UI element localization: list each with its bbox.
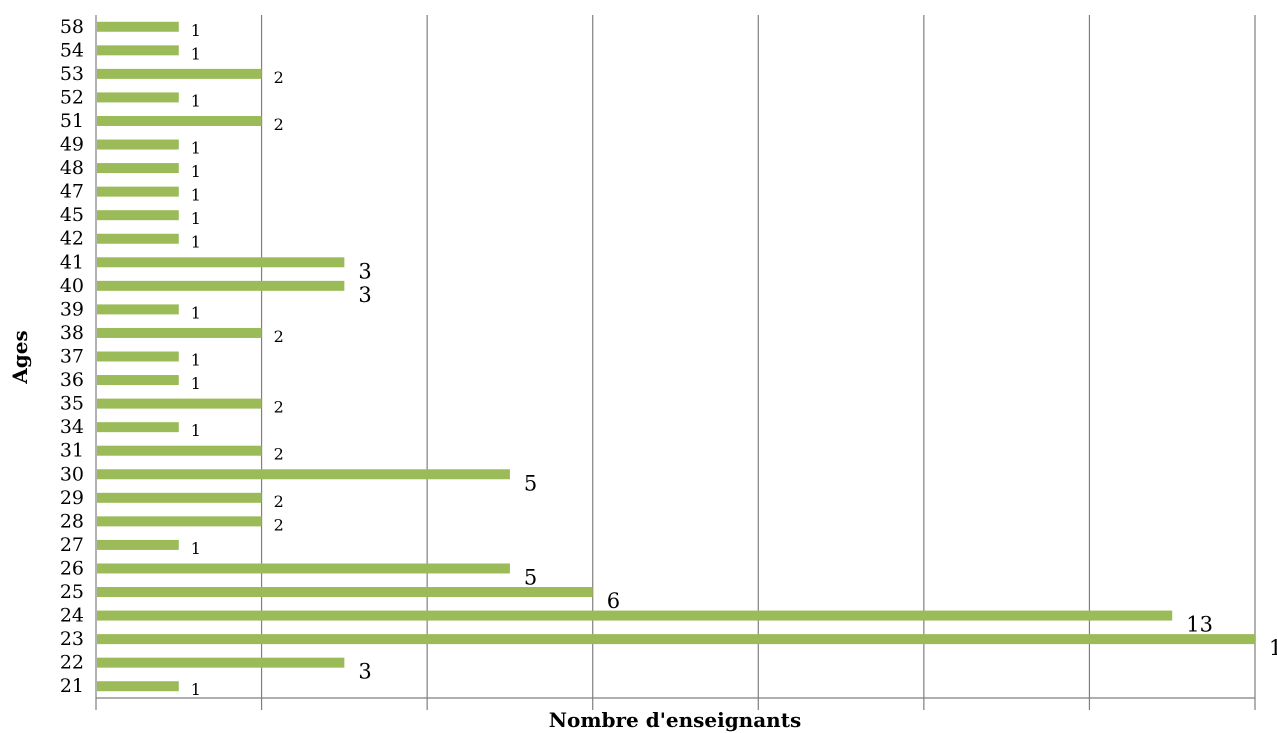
- y-tick-label-47: 47: [60, 181, 84, 203]
- bar-age-21: [97, 681, 179, 692]
- bar-age-51: [97, 115, 262, 126]
- data-label-age-24: 13: [1186, 613, 1213, 637]
- data-label-age-35: 2: [274, 398, 284, 417]
- data-label-age-25: 6: [607, 589, 620, 613]
- data-label-age-31: 2: [274, 445, 284, 464]
- data-label-age-48: 1: [191, 162, 201, 181]
- y-tick-label-51: 51: [60, 110, 84, 132]
- bar-age-53: [97, 68, 262, 79]
- y-tick-label-34: 34: [60, 416, 84, 438]
- bar-age-27: [97, 539, 179, 550]
- y-tick-label-30: 30: [60, 463, 84, 485]
- y-tick-label-42: 42: [60, 228, 84, 250]
- data-label-age-29: 2: [274, 492, 284, 511]
- bar-age-26: [97, 563, 510, 574]
- y-tick-label-52: 52: [60, 86, 84, 108]
- data-label-age-42: 1: [191, 233, 201, 252]
- y-tick-label-48: 48: [60, 157, 84, 179]
- bar-age-37: [97, 351, 179, 362]
- bar-age-23: [97, 634, 1255, 645]
- y-tick-label-21: 21: [60, 675, 84, 697]
- y-tick-label-35: 35: [60, 393, 84, 415]
- gridlines: [95, 15, 1256, 710]
- data-label-age-47: 1: [191, 186, 201, 205]
- y-tick-label-53: 53: [60, 63, 84, 85]
- data-label-age-28: 2: [274, 515, 284, 534]
- y-tick-label-23: 23: [60, 628, 84, 650]
- data-label-age-21: 1: [191, 680, 201, 699]
- y-tick-label-25: 25: [60, 581, 84, 603]
- bar-age-35: [97, 398, 262, 409]
- data-label-age-51: 2: [274, 115, 284, 134]
- data-label-age-52: 1: [191, 91, 201, 110]
- data-label-age-41: 3: [358, 259, 371, 283]
- y-tick-label-58: 58: [60, 16, 84, 38]
- y-tick-label-45: 45: [60, 204, 84, 226]
- bar-age-24: [97, 610, 1173, 621]
- bar-age-34: [97, 422, 179, 433]
- y-tick-label-40: 40: [60, 275, 84, 297]
- bar-age-42: [97, 233, 179, 244]
- bar-age-54: [97, 45, 179, 56]
- x-axis-title: Nombre d'enseignants: [549, 708, 801, 732]
- bar-age-30: [97, 469, 510, 480]
- data-labels: 1314136512252121121331111121211: [191, 21, 1277, 699]
- y-tick-labels: 2122232425262728293031343536373839404142…: [60, 16, 84, 697]
- data-label-age-53: 2: [274, 68, 284, 87]
- data-label-age-23: 14: [1269, 636, 1277, 660]
- bar-age-58: [97, 21, 179, 32]
- y-tick-label-31: 31: [60, 440, 84, 462]
- bar-age-28: [97, 516, 262, 527]
- data-label-age-34: 1: [191, 421, 201, 440]
- y-tick-label-41: 41: [60, 251, 84, 273]
- data-label-age-45: 1: [191, 209, 201, 228]
- y-tick-label-26: 26: [60, 557, 84, 579]
- bar-age-25: [97, 587, 593, 598]
- data-label-age-37: 1: [191, 351, 201, 370]
- data-label-age-30: 5: [524, 471, 537, 495]
- y-tick-label-54: 54: [60, 39, 84, 61]
- data-label-age-40: 3: [358, 283, 371, 307]
- data-label-age-36: 1: [191, 374, 201, 393]
- data-label-age-54: 1: [191, 44, 201, 63]
- bar-age-40: [97, 280, 345, 291]
- y-tick-label-38: 38: [60, 322, 84, 344]
- bar-age-22: [97, 657, 345, 668]
- bar-age-48: [97, 163, 179, 174]
- bar-age-52: [97, 92, 179, 103]
- y-axis-title: Ages: [8, 330, 32, 385]
- data-label-age-39: 1: [191, 303, 201, 322]
- bar-age-39: [97, 304, 179, 315]
- bar-age-36: [97, 375, 179, 386]
- y-tick-label-22: 22: [60, 652, 84, 674]
- bar-age-41: [97, 257, 345, 268]
- y-tick-label-39: 39: [60, 298, 84, 320]
- data-label-age-49: 1: [191, 139, 201, 158]
- data-label-age-26: 5: [524, 565, 537, 589]
- bar-age-47: [97, 186, 179, 197]
- bar-age-45: [97, 210, 179, 221]
- y-tick-label-27: 27: [60, 534, 84, 556]
- y-tick-label-28: 28: [60, 510, 84, 532]
- y-tick-label-49: 49: [60, 134, 84, 156]
- bars: [97, 21, 1255, 692]
- y-tick-label-29: 29: [60, 487, 84, 509]
- bar-age-49: [97, 139, 179, 150]
- data-label-age-27: 1: [191, 539, 201, 558]
- y-tick-label-36: 36: [60, 369, 84, 391]
- bar-age-31: [97, 445, 262, 456]
- y-tick-label-24: 24: [60, 605, 84, 627]
- bar-age-29: [97, 492, 262, 503]
- data-label-age-22: 3: [358, 660, 371, 684]
- y-tick-label-37: 37: [60, 346, 84, 368]
- data-label-age-38: 2: [274, 327, 284, 346]
- bar-age-38: [97, 327, 262, 338]
- data-label-age-58: 1: [191, 21, 201, 40]
